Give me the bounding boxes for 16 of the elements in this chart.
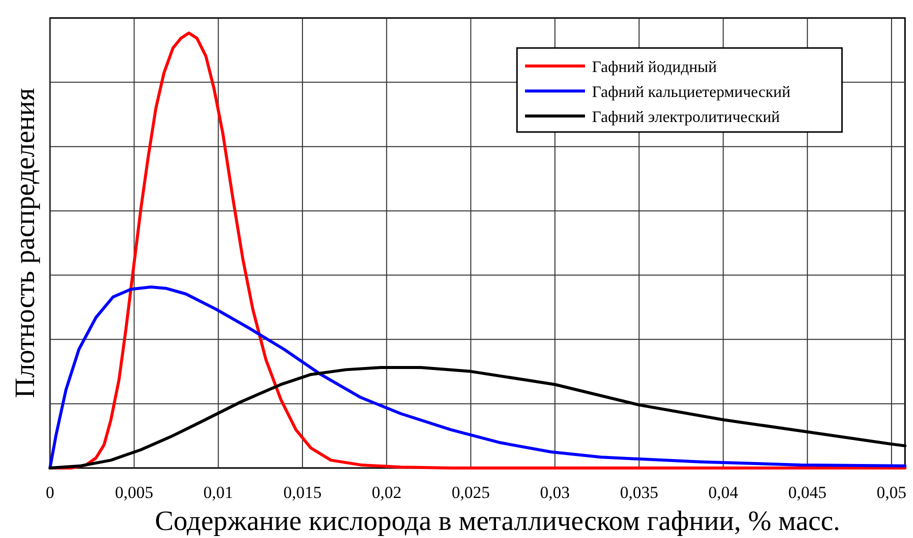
x-tick-label: 0,04 [708,483,739,502]
x-tick-label: 0,005 [115,483,154,502]
y-axis-title: Плотность распределения [10,88,41,398]
x-tick-label: 0,045 [788,483,827,502]
x-tick-label: 0 [46,483,54,502]
legend-label: Гафний йодидный [592,59,718,76]
x-tick-label: 0,015 [283,483,322,502]
x-tick-label: 0,03 [540,483,570,502]
x-axis-title: Содержание кислорода в металлическом гафнии, % масс. [154,506,840,537]
x-tick-label: 0,05 [876,483,906,502]
x-tick-label: 0,02 [372,483,402,502]
legend-label: Гафний кальциетермический [592,84,791,101]
legend-label: Гафний электролитический [592,109,780,126]
x-tick-label: 0,025 [452,483,490,502]
x-tick-label: 0,01 [203,483,234,502]
x-tick-label: 0,035 [620,483,658,502]
